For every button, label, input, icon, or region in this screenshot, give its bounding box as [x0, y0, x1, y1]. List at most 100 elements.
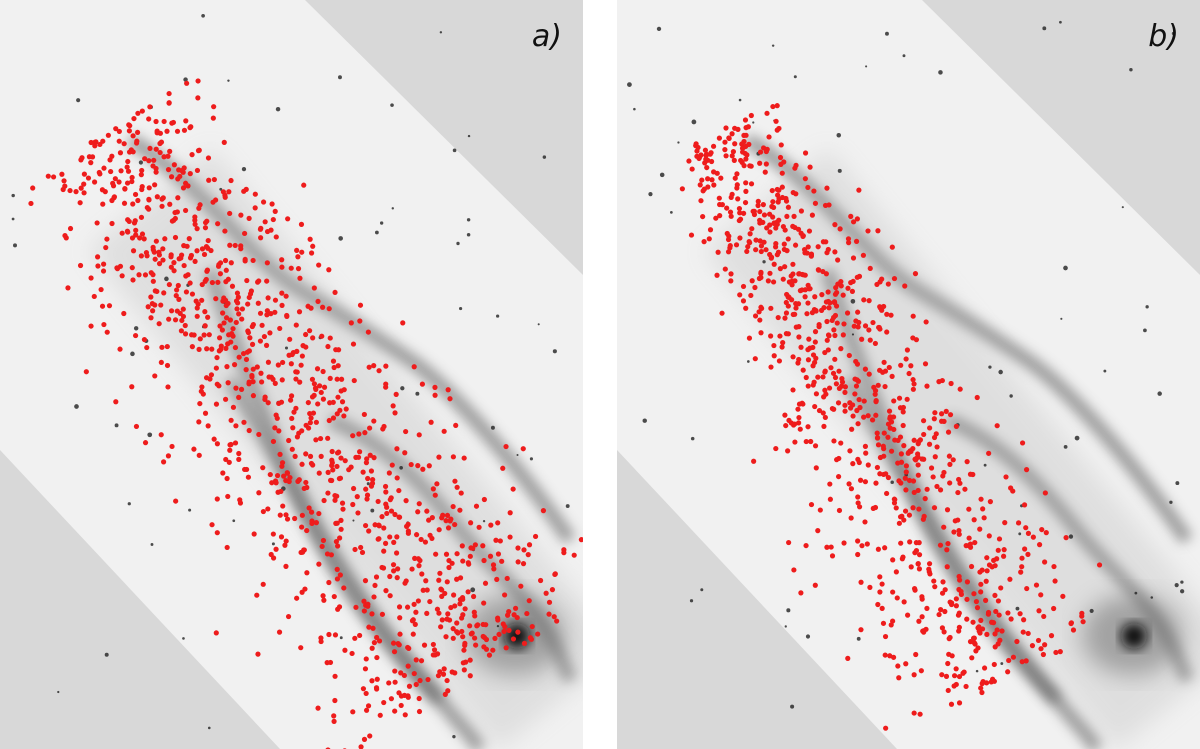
source-dot	[832, 249, 838, 255]
source-dot	[217, 323, 223, 329]
source-dot	[779, 184, 785, 190]
source-dot	[457, 507, 463, 513]
source-dot	[213, 365, 219, 371]
source-dot	[153, 146, 159, 152]
source-dot	[808, 438, 814, 445]
source-dot	[357, 449, 363, 455]
source-dot	[503, 443, 509, 450]
source-dot	[851, 323, 857, 329]
source-dot	[1070, 627, 1077, 633]
source-dot	[873, 412, 879, 418]
source-dot	[444, 579, 450, 585]
source-dot	[97, 141, 103, 148]
source-dot	[450, 635, 456, 641]
source-dot	[831, 299, 838, 305]
source-dot	[413, 609, 419, 615]
source-dot	[294, 434, 301, 440]
source-dot	[392, 708, 398, 714]
source-dot	[293, 322, 299, 328]
star	[851, 333, 855, 336]
source-dot	[351, 377, 357, 384]
source-dot	[289, 415, 295, 422]
source-dot	[1042, 642, 1048, 648]
source-dot	[546, 611, 552, 617]
source-dot	[875, 382, 881, 388]
source-dot	[932, 454, 938, 460]
source-dot	[857, 477, 864, 483]
source-dot	[223, 396, 229, 402]
source-dot	[956, 700, 963, 706]
source-dot	[996, 536, 1003, 542]
source-dot	[789, 297, 795, 303]
source-dot	[169, 218, 175, 224]
source-dot	[984, 568, 990, 574]
source-dot	[882, 383, 888, 390]
source-dot	[192, 258, 198, 265]
source-dot	[805, 347, 811, 353]
source-dot	[815, 267, 821, 273]
source-dot	[92, 139, 98, 145]
source-dot	[88, 139, 94, 146]
star	[338, 236, 343, 241]
source-dot	[983, 578, 989, 584]
source-dot	[846, 481, 852, 487]
source-dot	[944, 507, 951, 513]
source-dot	[189, 151, 195, 158]
source-dot	[847, 448, 853, 454]
source-dot	[362, 666, 369, 672]
source-dot	[1042, 559, 1048, 565]
source-dot	[121, 141, 127, 147]
source-dot	[789, 278, 795, 284]
source-dot	[326, 579, 332, 586]
source-dot	[778, 161, 784, 167]
source-dot	[139, 167, 145, 174]
source-dot	[365, 475, 371, 482]
source-dot	[257, 310, 264, 316]
source-dot	[916, 566, 923, 572]
source-dot	[392, 511, 398, 518]
source-dot	[332, 632, 339, 638]
source-dot	[990, 620, 997, 626]
source-dot	[461, 647, 467, 653]
source-dot	[481, 557, 487, 564]
source-dot	[320, 593, 326, 599]
source-dot	[169, 443, 175, 450]
source-dot	[78, 157, 84, 163]
source-dot	[1010, 654, 1017, 660]
source-dot	[748, 181, 755, 187]
source-dot	[421, 642, 428, 648]
source-dot	[1048, 632, 1055, 639]
source-dot	[916, 618, 922, 624]
source-dot	[947, 634, 953, 641]
source-dot	[803, 374, 809, 381]
source-dot	[825, 289, 831, 295]
source-dot	[493, 537, 499, 543]
source-dot	[831, 438, 837, 444]
source-dot	[510, 486, 516, 492]
source-dot	[329, 462, 335, 469]
source-dot	[947, 461, 953, 467]
source-dot	[1003, 474, 1009, 480]
source-dot	[937, 542, 944, 548]
source-dot	[813, 391, 820, 397]
source-dot	[777, 154, 784, 161]
source-dot	[1036, 542, 1043, 548]
source-dot	[279, 264, 285, 270]
source-dot	[117, 150, 124, 156]
source-dot	[290, 425, 296, 431]
source-dot	[743, 305, 749, 311]
source-dot	[546, 599, 553, 605]
source-dot	[181, 243, 187, 249]
source-dot	[956, 628, 962, 634]
source-dot	[884, 311, 890, 317]
source-dot	[845, 236, 852, 242]
source-dot	[808, 253, 814, 259]
source-dot	[947, 412, 954, 418]
source-dot	[898, 362, 904, 368]
source-dot	[360, 469, 366, 475]
source-dot	[867, 265, 873, 272]
source-dot	[862, 519, 868, 525]
source-dot	[991, 678, 997, 684]
star	[752, 121, 755, 124]
star	[150, 543, 154, 546]
